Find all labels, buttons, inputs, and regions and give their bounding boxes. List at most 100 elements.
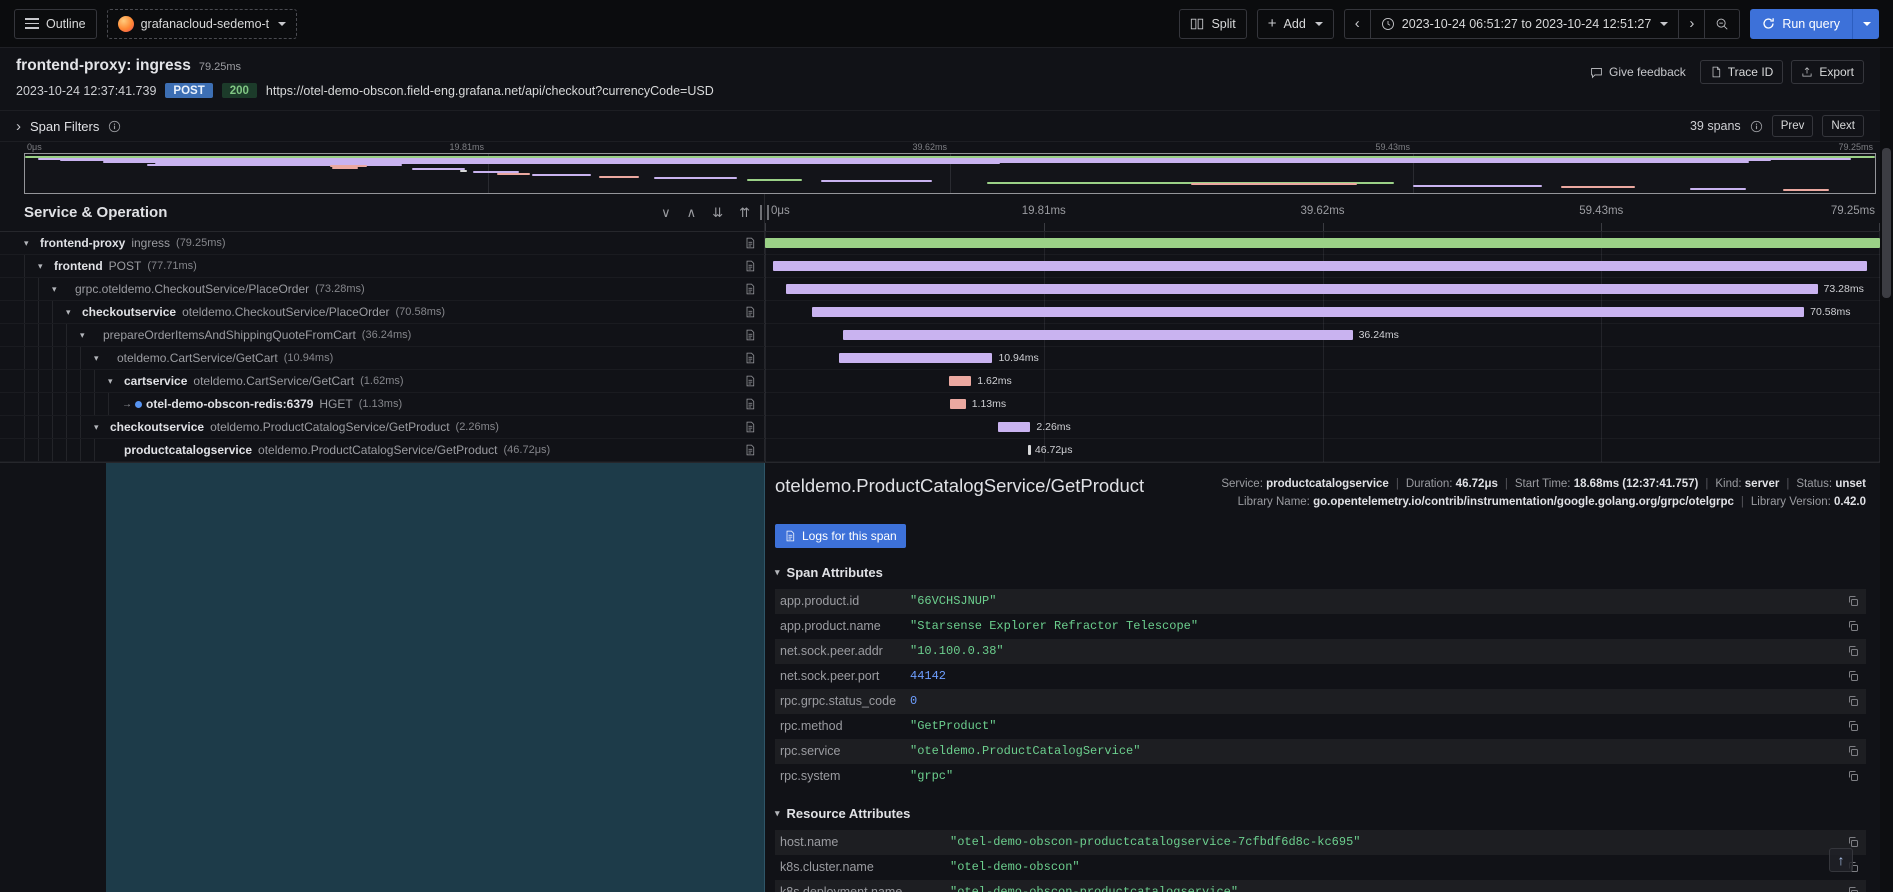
time-shift-forward-button[interactable]: › [1678, 8, 1705, 39]
collapse-all-icon[interactable]: ⇈ [739, 204, 750, 220]
expand-one-icon[interactable]: ∨ [661, 204, 671, 220]
indent-guide [38, 301, 52, 323]
export-button[interactable]: Export [1791, 60, 1864, 84]
span-row[interactable]: → otel-demo-obscon-redis:6379 HGET (1.13ms)… [0, 393, 1880, 416]
copy-icon [1849, 771, 1858, 782]
chevron-right-icon[interactable]: › [16, 117, 21, 135]
copy-value-button[interactable] [1845, 593, 1861, 609]
section-header[interactable]: ▾ Resource Attributes [775, 806, 1866, 821]
span-bar[interactable] [838, 353, 993, 363]
span-logs-button[interactable] [744, 283, 756, 295]
span-bar[interactable] [786, 284, 1818, 294]
span-logs-button[interactable] [744, 421, 756, 433]
section-header[interactable]: ▾ Span Attributes [775, 565, 1866, 580]
copy-value-button[interactable] [1845, 884, 1861, 892]
meta-separator: | [1395, 478, 1399, 490]
collapse-one-icon[interactable]: ∧ [686, 204, 697, 220]
datasource-picker[interactable]: grafanacloud-sedemo-t [106, 8, 298, 39]
span-service-name: productcatalogservice [124, 443, 253, 457]
span-logs-button[interactable] [744, 352, 756, 364]
attribute-value: "otel-demo-obscon" [950, 860, 1080, 875]
span-row[interactable]: productcatalogservice oteldemo.ProductCat… [0, 439, 1880, 462]
span-row[interactable]: ▾ checkoutservice oteldemo.CheckoutService… [0, 301, 1880, 324]
copy-value-button[interactable] [1845, 768, 1861, 784]
span-bar[interactable] [950, 399, 966, 409]
indent-guide [66, 439, 80, 461]
chevron-right-icon: › [1689, 15, 1695, 32]
span-bar[interactable] [1027, 445, 1031, 455]
span-bar-duration-label: 70.58ms [1810, 306, 1851, 318]
collapse-chevron-icon[interactable]: ▾ [24, 237, 29, 248]
run-query-caret-button[interactable] [1852, 8, 1879, 39]
span-bar[interactable] [765, 238, 1880, 248]
span-logs-button[interactable] [744, 306, 756, 318]
copy-value-button[interactable] [1845, 834, 1861, 850]
scrollbar-thumb[interactable] [1882, 148, 1891, 298]
collapse-chevron-icon[interactable]: ▾ [108, 375, 113, 386]
collapse-chevron-icon[interactable]: ▾ [80, 329, 85, 340]
split-label: Split [1211, 16, 1236, 31]
span-logs-button[interactable] [744, 444, 756, 456]
expand-all-icon[interactable]: ⇊ [712, 204, 724, 220]
span-bar[interactable] [843, 330, 1353, 340]
scroll-to-top-button[interactable]: ↑ [1829, 848, 1853, 872]
chevron-down-icon [1314, 21, 1323, 26]
timeline-tick-mark [765, 223, 766, 231]
logs-for-span-button[interactable]: Logs for this span [775, 523, 906, 548]
trace-header: frontend-proxy: ingress 79.25ms 2023-10-… [0, 48, 1880, 110]
collapse-chevron-icon[interactable]: ▾ [66, 306, 71, 317]
span-bar[interactable] [948, 376, 972, 386]
next-span-button[interactable]: Next [1822, 115, 1864, 137]
copy-value-button[interactable] [1845, 693, 1861, 709]
zoom-out-button[interactable] [1704, 8, 1741, 39]
trace-id-button[interactable]: Trace ID [1699, 60, 1784, 84]
copy-value-button[interactable] [1845, 743, 1861, 759]
span-logs-button[interactable] [744, 260, 756, 272]
span-filters-label[interactable]: Span Filters [30, 118, 100, 134]
span-bar[interactable] [998, 422, 1031, 432]
prev-span-button[interactable]: Prev [1771, 115, 1814, 137]
indent-guide [52, 416, 66, 438]
timeline-ruler: Service & Operation ∨ ∧ ⇊ ⇈ 0μs 19.81ms 39… [0, 194, 1880, 232]
span-row[interactable]: ▾ checkoutservice oteldemo.ProductCatalogS… [0, 416, 1880, 439]
time-shift-back-button[interactable]: ‹ [1343, 8, 1370, 39]
span-row[interactable]: ▾ grpc.oteldemo.CheckoutService/PlaceOrde… [0, 278, 1880, 301]
add-dropdown-button[interactable]: + Add [1256, 8, 1334, 39]
span-row[interactable]: ▾ prepareOrderItemsAndShippingQuoteFromCa… [0, 324, 1880, 347]
collapse-chevron-icon[interactable]: ▾ [94, 421, 99, 432]
collapse-chevron-icon[interactable]: ▾ [52, 283, 57, 294]
span-duration-label: (10.94ms) [283, 352, 334, 364]
indent-guide [38, 370, 52, 392]
span-row[interactable]: ▾ cartservice oteldemo.CartService/GetCart… [0, 370, 1880, 393]
copy-value-button[interactable] [1845, 668, 1861, 684]
span-row[interactable]: ▾ frontend-proxy ingress (79.25ms) [0, 232, 1880, 255]
copy-value-button[interactable] [1845, 643, 1861, 659]
column-resize-handle[interactable] [760, 205, 769, 220]
span-row[interactable]: ▾ frontend POST (77.71ms) [0, 255, 1880, 278]
span-logs-button[interactable] [744, 237, 756, 249]
attribute-key: host.name [780, 835, 839, 850]
attribute-key: app.product.id [780, 594, 860, 609]
outline-button[interactable]: Outline [14, 8, 97, 39]
span-logs-button[interactable] [744, 329, 756, 341]
minimap-viewport[interactable] [24, 153, 1876, 194]
collapse-chevron-icon[interactable]: ▾ [38, 260, 43, 271]
vertical-scrollbar[interactable] [1880, 48, 1893, 892]
span-row[interactable]: ▾ oteldemo.CartService/GetCart (10.94ms) 10… [0, 347, 1880, 370]
span-logs-button[interactable] [744, 398, 756, 410]
copy-icon [1849, 596, 1858, 607]
time-picker-group: ‹ 2023-10-24 06:51:27 to 2023-10-24 12:5… [1343, 8, 1741, 39]
copy-value-button[interactable] [1845, 718, 1861, 734]
span-bar-duration-label: 1.62ms [977, 375, 1012, 387]
split-button[interactable]: Split [1179, 8, 1247, 39]
minimap-span-line [987, 181, 1394, 184]
span-bar[interactable] [772, 261, 1867, 271]
copy-value-button[interactable] [1845, 618, 1861, 634]
span-logs-button[interactable] [744, 375, 756, 387]
span-bar[interactable] [811, 307, 1805, 317]
time-range-button[interactable]: 2023-10-24 06:51:27 to 2023-10-24 12:51:… [1369, 8, 1679, 39]
collapse-chevron-icon[interactable]: ▾ [94, 352, 99, 363]
give-feedback-button[interactable]: Give feedback [1584, 64, 1692, 80]
run-query-button[interactable]: Run query [1750, 8, 1852, 39]
timeline-tick-label: 19.81ms [1021, 205, 1066, 217]
